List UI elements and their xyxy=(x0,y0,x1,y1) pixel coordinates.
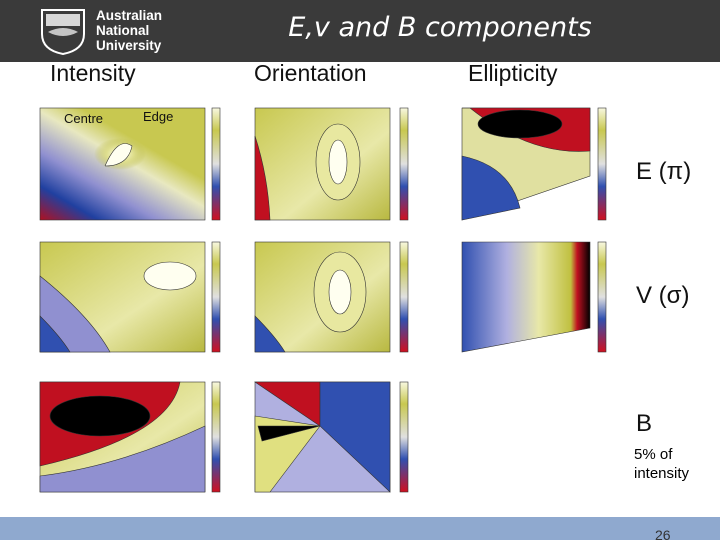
slide-title: E,v and B components xyxy=(288,12,592,43)
logo-line: Australian xyxy=(96,8,163,23)
logo-text: Australian National University xyxy=(96,8,162,53)
footer-bar xyxy=(0,517,720,540)
column-label: Intensity xyxy=(50,60,136,86)
annotation: Edge xyxy=(143,109,174,124)
column-label: Ellipticity xyxy=(468,60,558,86)
logo-line: National xyxy=(96,23,150,38)
row-note: 5% of intensity xyxy=(634,446,690,482)
annotation: Centre xyxy=(64,111,104,126)
column-label: Orientation xyxy=(254,60,367,86)
header-bar: Australian National University E,v and B… xyxy=(0,0,720,62)
logo-line: University xyxy=(96,38,162,53)
contour-panels xyxy=(39,107,607,493)
row-label: E (π) xyxy=(636,158,692,185)
logo-crest xyxy=(41,9,85,56)
page-number: 26 xyxy=(655,527,671,543)
row-label: B xyxy=(636,410,653,437)
row-label: V (σ) xyxy=(636,282,690,309)
